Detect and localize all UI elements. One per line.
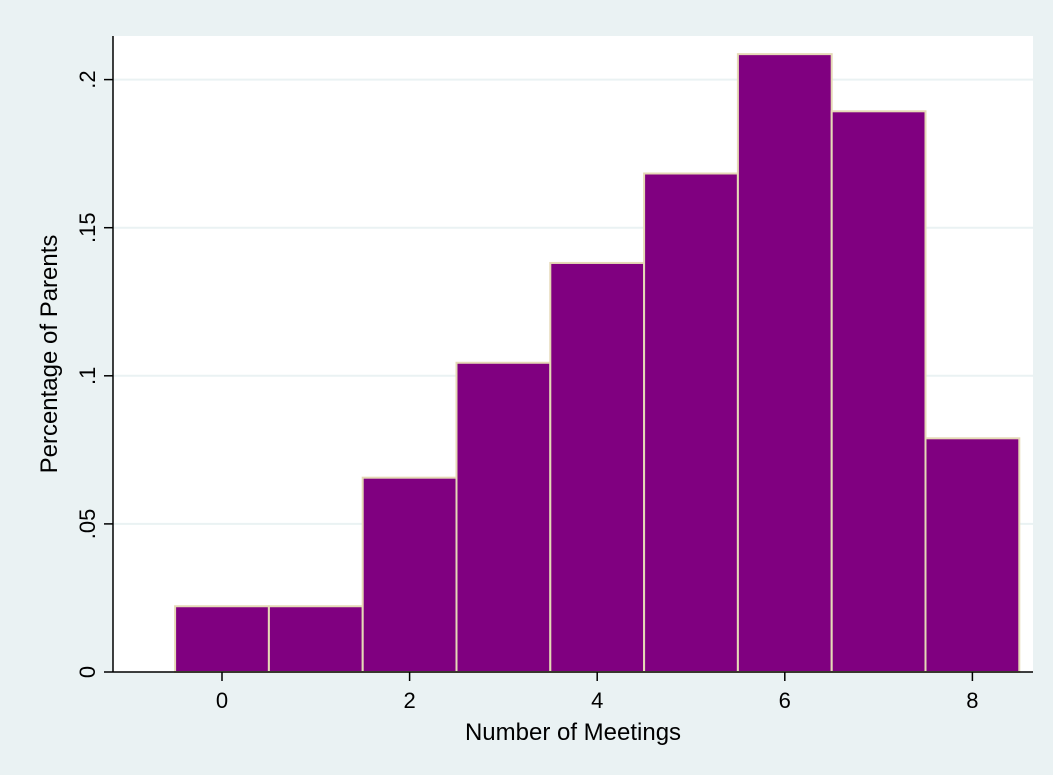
x-tick-label: 2 — [403, 688, 415, 713]
y-tick-label: 0 — [75, 666, 100, 678]
x-tick-label: 0 — [216, 688, 228, 713]
histogram-bar — [924, 437, 1021, 673]
axes — [104, 36, 1033, 681]
y-tick-label: .2 — [75, 70, 100, 88]
y-tick-label: .15 — [75, 212, 100, 243]
y-axis-title: Percentage of Parents — [36, 235, 63, 474]
histogram-bar — [736, 53, 833, 674]
y-tick-label: .1 — [75, 367, 100, 385]
histogram-bar — [174, 605, 270, 673]
x-tick-label: 6 — [779, 688, 791, 713]
tick-labels: 0 .05 .1 .15 .2 0 2 4 6 8 — [75, 70, 979, 713]
histogram-bar — [361, 476, 458, 674]
y-tick-label: .05 — [75, 509, 100, 540]
histogram-bar — [549, 261, 646, 673]
histogram-bar — [643, 172, 739, 674]
histogram-bar — [267, 605, 364, 673]
x-tick-label: 4 — [591, 688, 603, 713]
histogram-bar — [455, 361, 552, 673]
x-tick-label: 8 — [966, 688, 978, 713]
x-axis-title: Number of Meetings — [465, 719, 681, 746]
histogram-bar — [830, 110, 927, 674]
